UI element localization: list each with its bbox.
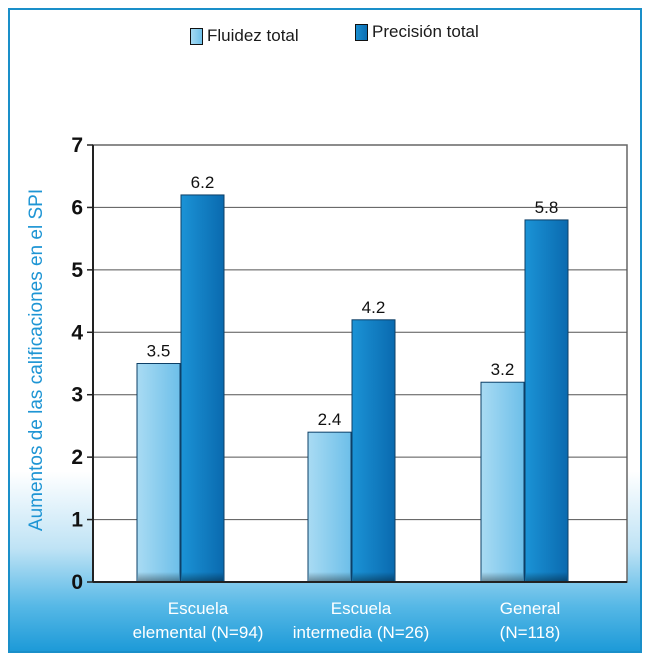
bar-label-0-0: 3.5: [147, 342, 171, 361]
y-tick-label-3: 3: [71, 384, 83, 407]
legend-swatch-fluidez: [190, 27, 203, 45]
x-category-label-2-line2: (N=118): [499, 623, 561, 642]
bar-shadow-0-2: [482, 572, 523, 581]
bar-0-1: [307, 431, 352, 583]
y-tick-label-1: 1: [71, 509, 83, 532]
x-category-label-0: Escuela elemental (N=94): [113, 597, 283, 645]
plot-area: 0 1 2 3 4 5 6 7 3.5 2.4 3.2 6.2 4.2 5.8: [71, 134, 628, 594]
legend-item-fluidez: Fluidez total: [190, 26, 299, 46]
bar-label-0-1: 2.4: [318, 410, 342, 429]
bar-1-0: [180, 194, 225, 583]
x-category-label-2: General (N=118): [445, 597, 615, 645]
y-tick-label-5: 5: [71, 259, 83, 282]
bar-1-2: [524, 219, 569, 583]
bar-0-0: [136, 363, 181, 583]
legend-swatch-precision: [355, 23, 368, 41]
y-tick-label-4: 4: [71, 321, 83, 344]
x-category-label-1: Escuela intermedia (N=26): [276, 597, 446, 645]
legend: Fluidez total Precisión total: [0, 22, 652, 52]
bar-shadow-0-0: [138, 572, 179, 581]
legend-label-precision: Precisión total: [372, 22, 479, 41]
y-tick-label-6: 6: [71, 196, 83, 219]
x-category-label-0-line2: elemental (N=94): [132, 623, 264, 642]
legend-label-fluidez: Fluidez total: [207, 26, 299, 45]
bar-label-1-0: 6.2: [191, 173, 215, 192]
x-category-label-1-line1: Escuela: [330, 599, 392, 618]
bar-shadow-1-1: [353, 572, 394, 581]
x-category-label-0-line1: Escuela: [167, 599, 229, 618]
bar-label-1-2: 5.8: [535, 198, 559, 217]
bar-1-1: [351, 319, 396, 583]
y-tick-label-2: 2: [71, 446, 83, 469]
y-tick-label-7: 7: [71, 134, 83, 157]
bar-shadow-1-0: [182, 572, 223, 581]
bar-label-0-2: 3.2: [491, 360, 515, 379]
x-category-label-1-line2: intermedia (N=26): [292, 623, 430, 642]
y-tick-label-0: 0: [71, 571, 83, 594]
bar-shadow-1-2: [526, 572, 567, 581]
bar-0-2: [480, 381, 525, 583]
legend-item-precision: Precisión total: [355, 22, 479, 42]
x-category-label-2-line1: General: [499, 599, 561, 618]
bar-shadow-0-1: [309, 572, 350, 581]
bar-label-1-1: 4.2: [362, 298, 386, 317]
